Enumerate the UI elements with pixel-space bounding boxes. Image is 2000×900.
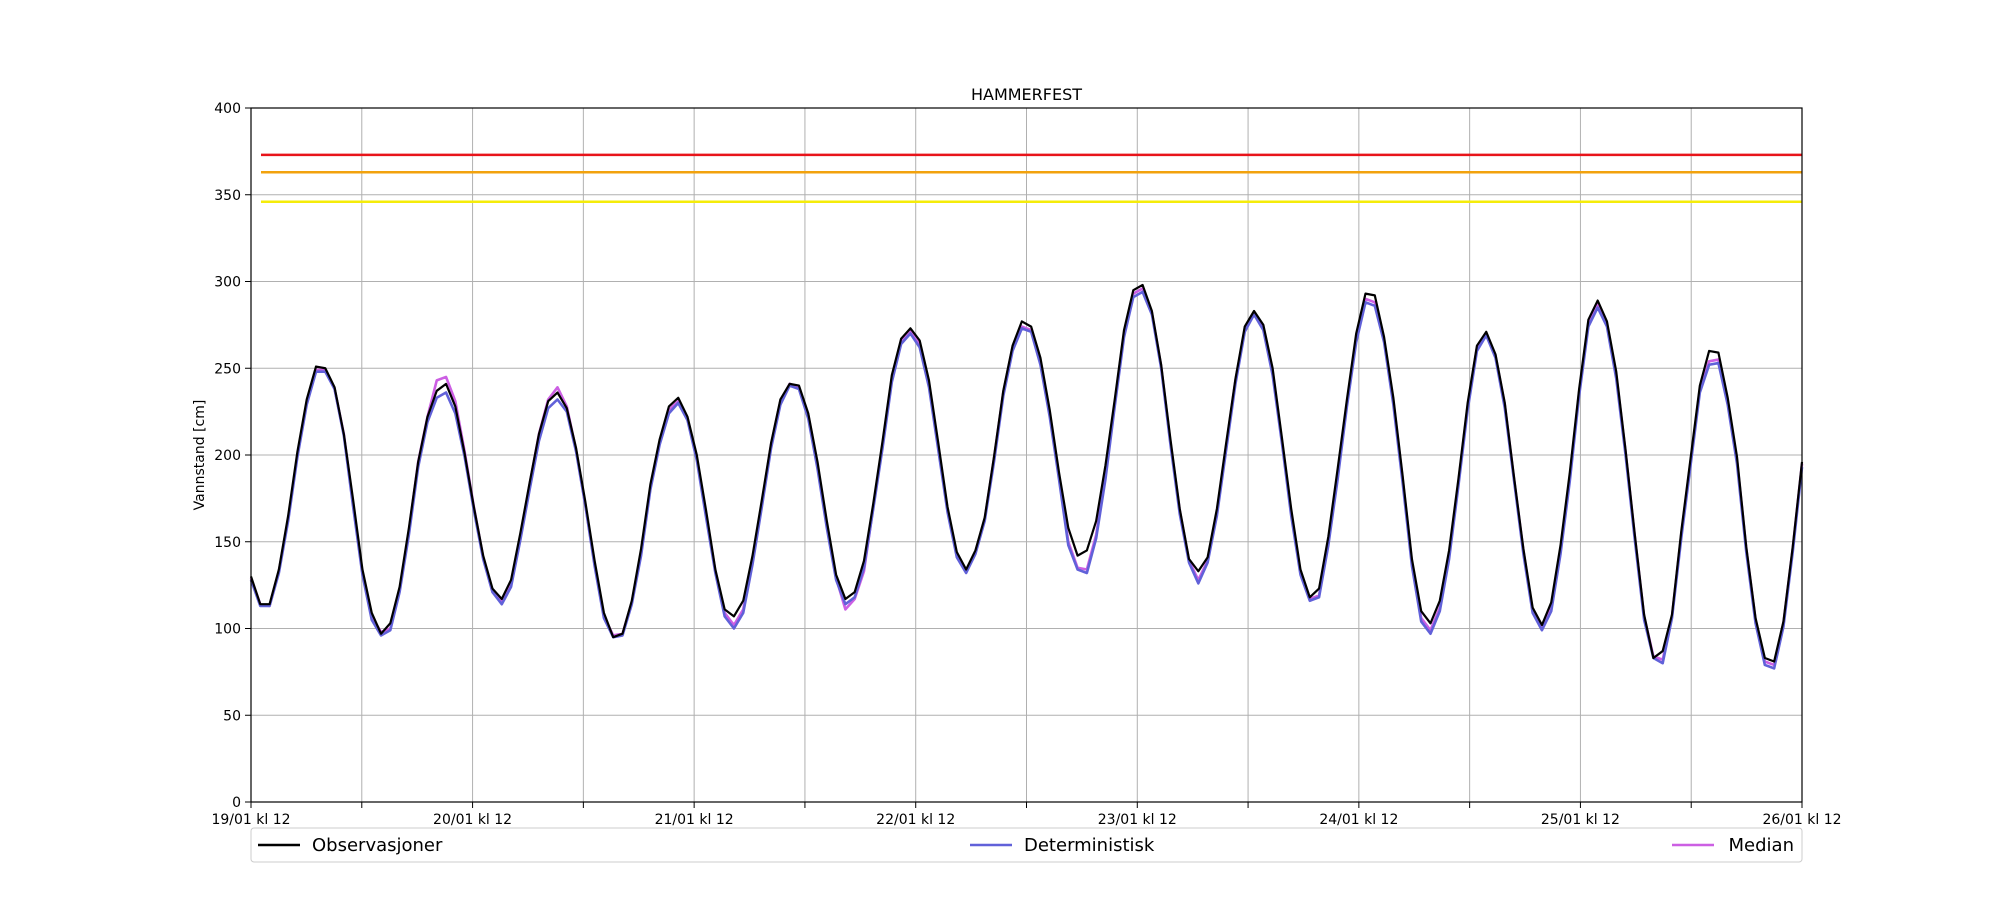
series-lines — [249, 283, 1804, 670]
legend-label: Median — [1729, 835, 1794, 856]
chart-title: HAMMERFEST — [971, 85, 1082, 104]
y-tick-label: 250 — [214, 361, 241, 377]
grid — [250, 107, 1803, 803]
x-tick-label: 25/01 kl 12 — [1541, 812, 1620, 828]
y-tick-label: 350 — [214, 188, 241, 204]
y-tick-label: 150 — [214, 535, 241, 551]
x-tick-label: 19/01 kl 12 — [211, 812, 290, 828]
y-tick-label: 400 — [214, 101, 241, 117]
y-tick-label: 200 — [214, 448, 241, 464]
x-tick-label: 23/01 kl 12 — [1098, 812, 1177, 828]
x-tick-label: 20/01 kl 12 — [433, 812, 512, 828]
x-axis: 19/01 kl 12 20/01 kl 12 21/01 kl 12 22/01 k… — [211, 802, 1842, 828]
y-tick-label: 50 — [223, 708, 241, 724]
y-axis-title: Vannstand [cm] — [192, 400, 208, 511]
x-tick-label: 24/01 kl 12 — [1319, 812, 1398, 828]
x-tick-label: 26/01 kl 12 — [1762, 812, 1841, 828]
y-tick-label: 100 — [214, 622, 241, 638]
series-line — [249, 290, 1804, 670]
x-tick-label: 21/01 kl 12 — [655, 812, 734, 828]
y-tick-label: 0 — [232, 795, 241, 811]
legend-frame — [250, 827, 1803, 863]
series-line — [249, 283, 1804, 663]
y-tick-label: 300 — [214, 275, 241, 291]
y-axis: 0 50 100 150 200 250 300 350 400 — [214, 101, 251, 811]
threshold-lines — [261, 153, 1802, 203]
legend-label: Deterministisk — [1024, 835, 1155, 856]
legend-label: Observasjoner — [312, 835, 443, 856]
x-tick-label: 22/01 kl 12 — [876, 812, 955, 828]
legend: Observasjoner Deterministisk Median — [250, 827, 1803, 863]
